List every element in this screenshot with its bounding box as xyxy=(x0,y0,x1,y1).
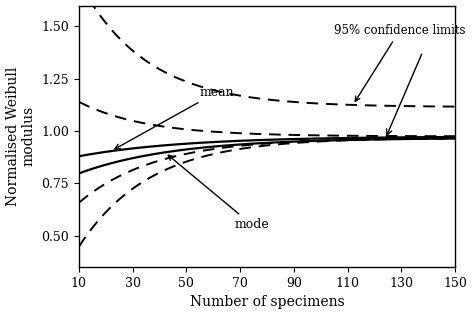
Text: mode: mode xyxy=(168,155,270,232)
Text: 95% confidence limits: 95% confidence limits xyxy=(334,24,465,101)
Y-axis label: Normalised Weibull
modulus: Normalised Weibull modulus xyxy=(6,67,36,206)
Text: mean: mean xyxy=(115,86,235,149)
X-axis label: Number of specimens: Number of specimens xyxy=(190,295,344,309)
